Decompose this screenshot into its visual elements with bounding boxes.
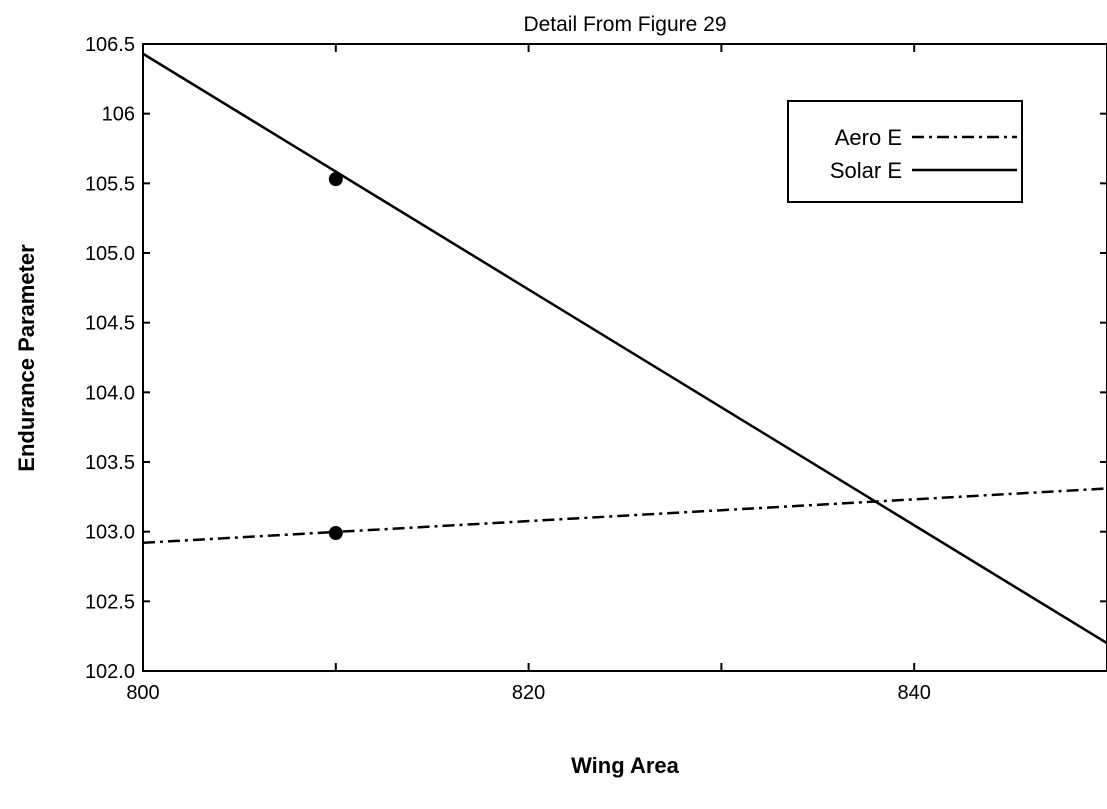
series-layer [142,52,1107,645]
marker-aero-e [328,526,343,541]
y-tick-label: 106 [102,104,135,126]
x-tick-label: 820 [512,682,545,704]
plot-frame [142,43,1107,672]
y-tick-label: 102.0 [85,661,135,683]
legend-label: Aero E [835,125,902,150]
marker-solar-e [328,172,343,187]
x-axis: 800 820 840 [126,44,931,704]
chart-title: Detail From Figure 29 [523,13,726,36]
series-line-aero-e [142,487,1107,545]
legend-label: Solar E [830,158,902,183]
y-tick-label: 106.5 [85,34,135,56]
legend-box [787,100,1023,203]
y-tick-label: 102.5 [85,591,135,613]
x-axis-title: Wing Area [571,753,680,778]
y-tick-label: 104.0 [85,382,135,404]
series-line-solar-e [142,52,1107,645]
marker-layer [328,172,343,541]
y-tick-label: 105.0 [85,243,135,265]
y-axis: 102.0 102.5 103.0 103.5 104.0 104.5 105.0 105.5… [85,34,1107,683]
y-tick-label: 105.5 [85,173,135,195]
y-tick-label: 104.5 [85,313,135,335]
x-tick-label: 840 [898,682,931,704]
x-tick-label: 800 [126,682,159,704]
legend: Aero E Solar E [787,100,1023,203]
y-axis-title: Endurance Parameter [14,244,39,472]
y-tick-label: 103.0 [85,522,135,544]
y-tick-label: 103.5 [85,452,135,474]
